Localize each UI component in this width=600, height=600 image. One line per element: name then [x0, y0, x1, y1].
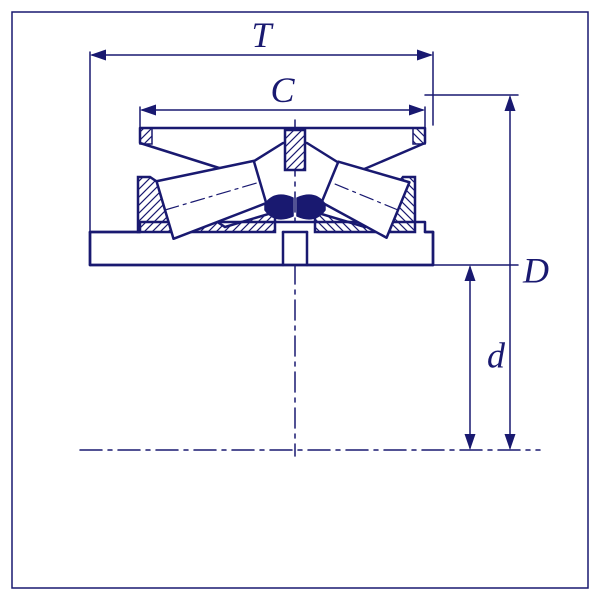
dim-label: D — [522, 251, 549, 291]
dim-label: C — [270, 70, 295, 110]
dim-label: d — [487, 336, 506, 376]
bearing-cross-section-diagram: TC Dd — [0, 0, 600, 600]
dim-label: T — [251, 15, 274, 55]
frame — [12, 12, 588, 588]
